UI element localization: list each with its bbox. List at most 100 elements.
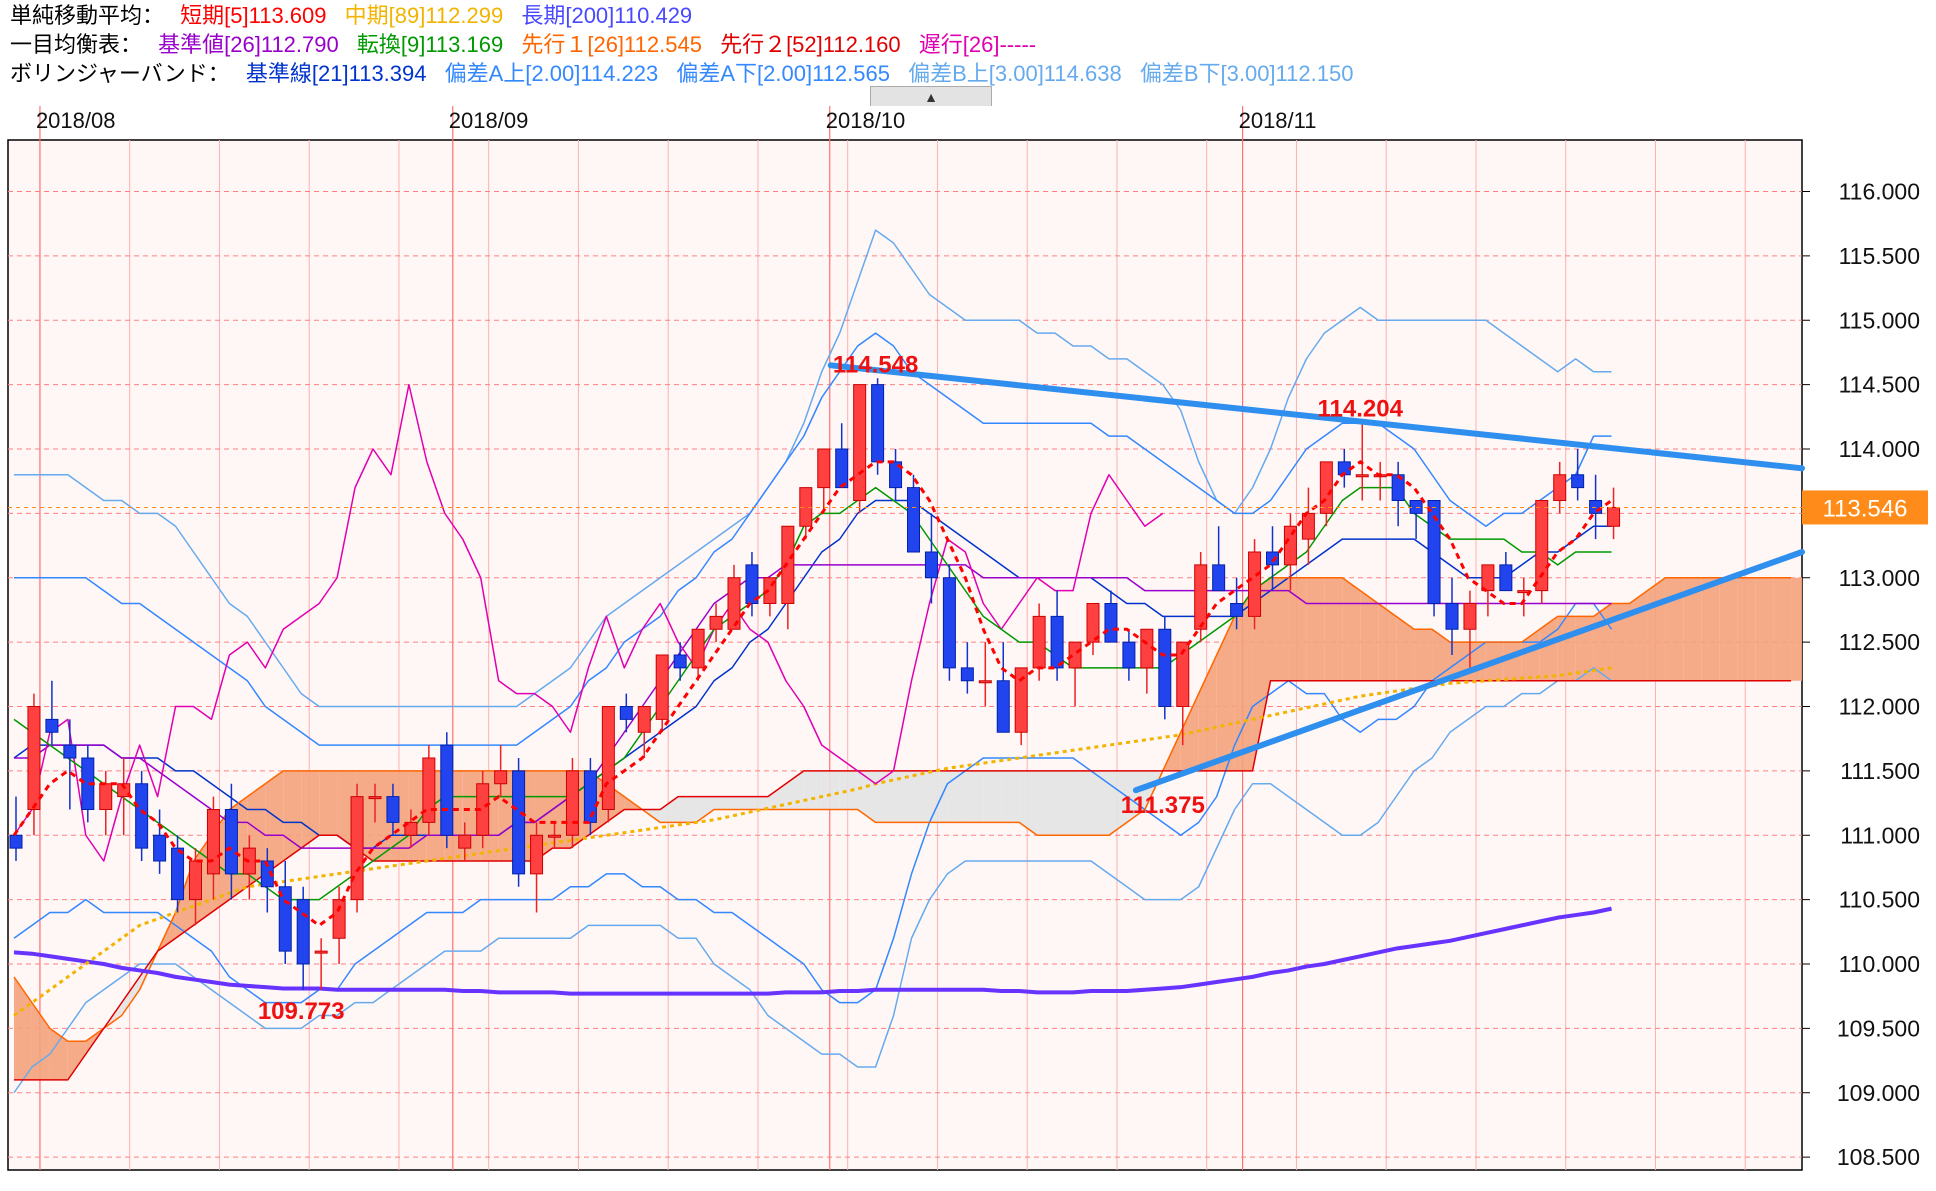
trendline-lower [1132,549,1805,794]
legend-sma: 単純移動平均： 短期[5]113.609 中期[89]112.299 長期[20… [10,2,704,30]
y-tick-label: 114.000 [1839,436,1920,462]
kumo-cloud-segment [1737,577,1756,681]
legend-kijun: 基準値[26]112.790 [158,32,339,57]
kumo-cloud-segment [678,796,697,823]
series-line-chikou [13,383,1164,862]
kumo-cloud-segment [785,770,804,810]
legend-bb-a-upper: 偏差A上[2.00]114.223 [444,61,659,86]
candle-body [1212,564,1226,592]
kumo-cloud-segment [1037,770,1056,836]
candle-body [960,667,974,682]
y-tick-label: 113.000 [1839,565,1920,591]
kumo-cloud-segment [1378,603,1397,681]
kumo-cloud-segment [1019,770,1038,836]
candle-body [1086,603,1100,643]
candle-body [1499,564,1513,592]
candle-body [63,744,77,759]
month-label: 2018/10 [826,108,906,133]
candle-body [1301,512,1315,540]
candle-body [853,384,867,501]
kumo-cloud-segment [660,796,679,823]
candle-body [601,706,615,810]
trendline-upper [827,362,1805,472]
candle-body [978,680,992,684]
candle-body [1158,628,1172,707]
candle-body [1355,474,1369,478]
kumo-cloud-segment [1611,603,1630,681]
legend-bb-mid: 基準線[21]113.394 [245,61,427,86]
series-line-sma-short [12,460,1613,928]
series-line-bb-a-lower [13,602,1613,1004]
candle-body [368,796,382,800]
y-tick-label: 109.500 [1837,1015,1920,1041]
kumo-cloud-segment [14,976,32,1080]
candle-body [1445,603,1459,630]
kumo-cloud-segment [1647,577,1666,681]
candle-body [583,770,597,823]
y-tick-label: 110.000 [1839,951,1920,977]
collapse-legend-button[interactable]: ▲ [870,86,992,108]
month-label: 2018/11 [1239,108,1317,133]
candle-body [1050,615,1064,669]
kumo-cloud-segment [283,770,302,861]
candle-body [817,448,831,489]
candle-body [530,834,544,875]
kumo-cloud-segment [1791,577,1802,681]
legend-ichimoku-label: 一目均衡表： [10,32,143,57]
kumo-cloud-segment [1270,577,1289,681]
series-line-kijun [14,564,1612,849]
candle-body [889,461,903,489]
candle-body [1607,506,1621,527]
kumo-cloud-segment [1719,577,1738,681]
kumo-cloud-segment [1360,590,1379,681]
y-tick-label: 115.500 [1839,243,1920,269]
kumo-cloud-segment [265,770,284,874]
candle-body [404,821,418,836]
kumo-cloud-segment [1629,590,1648,681]
candle-body [1230,603,1244,617]
candle-body [1104,603,1118,643]
legend-sma-label: 単純移動平均： [10,3,165,28]
legend-ichimoku: 一目均衡表： 基準値[26]112.790 転換[9]113.169 先行１[2… [10,31,1048,59]
candle-body [942,577,956,669]
kumo-cloud-segment [1073,770,1091,836]
kumo-cloud-segment [1306,577,1325,681]
candle-body [1571,474,1585,489]
candle-body [314,950,328,954]
current-price-box [1802,490,1928,525]
candle-body [781,525,795,604]
kumo-cloud-segment [893,770,912,823]
candle-body [1553,474,1567,501]
candle-body [260,860,274,888]
candle-body [799,487,813,527]
legend-sma-mid: 中期[89]112.299 [344,3,504,28]
kumo-cloud-segment [1055,770,1074,836]
series-line-sma-mid [13,666,1612,1017]
series-line-bb-a-upper [14,332,1612,746]
series-line-senkou1 [13,577,1792,1042]
kumo-cloud-segment [1755,577,1774,681]
candle-body [1248,551,1262,617]
kumo-cloud-segment [121,976,140,1016]
candle-body [996,680,1010,733]
price-annotation: 109.773 [258,998,345,1025]
kumo-cloud-segment [696,796,715,823]
y-tick-label: 116.000 [1839,179,1920,205]
kumo-cloud-segment [1234,590,1253,771]
candle-body [1032,615,1046,669]
candle-body [135,783,149,849]
candle-body [189,860,202,901]
kumo-cloud-segment [1091,770,1109,836]
candle-body [1122,641,1136,669]
candle-body [1535,500,1549,592]
kumo-cloud-segment [857,770,876,823]
legend-senkou1: 先行１[26]112.545 [521,32,702,57]
legend-sma-long: 長期[200]110.429 [521,3,693,28]
candle-body [1589,500,1603,514]
kumo-cloud-segment [1773,577,1792,681]
candle-body [1014,667,1028,733]
candle-body [27,706,41,810]
kumo-cloud-segment [1396,616,1415,681]
kumo-cloud-segment [1414,629,1433,681]
candle-body [691,628,705,669]
